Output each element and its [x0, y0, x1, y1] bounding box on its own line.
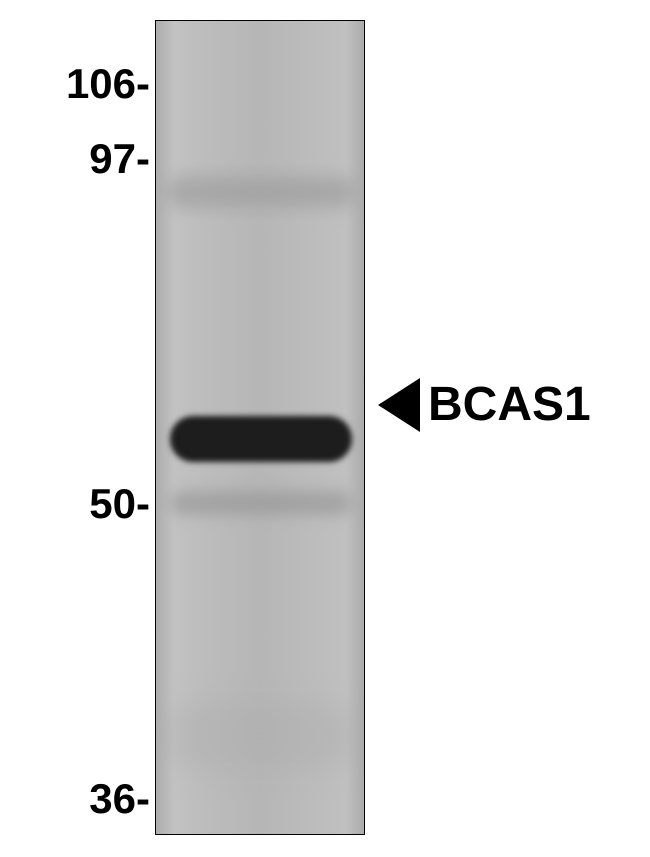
mw-marker-36: 36- [89, 775, 150, 823]
mw-marker-97: 97- [89, 135, 150, 183]
band-1 [170, 416, 352, 462]
arrow-left-icon [378, 378, 420, 432]
band-2 [170, 491, 352, 515]
target-text: BCAS1 [428, 381, 591, 429]
mw-marker-106: 106- [66, 60, 150, 108]
band-3 [164, 701, 358, 771]
bands-group [156, 21, 364, 834]
gel-lane [155, 20, 365, 835]
mw-marker-50: 50- [89, 480, 150, 528]
band-0 [166, 176, 356, 208]
blot-figure: 106- 97- 50- 36- BCAS1 [0, 0, 650, 857]
target-label: BCAS1 [378, 378, 591, 432]
